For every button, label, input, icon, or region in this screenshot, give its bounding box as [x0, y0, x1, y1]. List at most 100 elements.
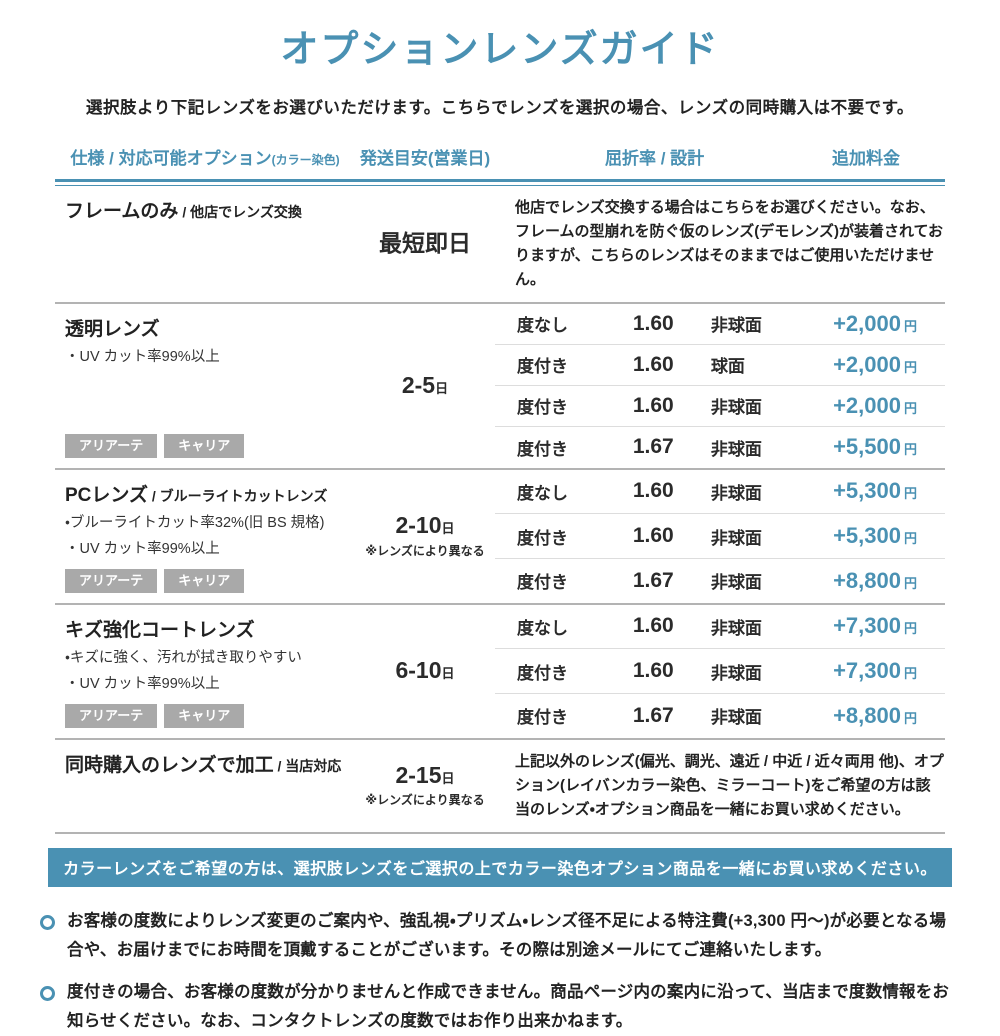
color-option-badge: アリアーテ — [65, 434, 158, 458]
header-spec-label: 仕様 / 対応可能オプション — [70, 148, 272, 168]
option-row: 度付き 1.60 非球面 +2,000 円 — [495, 386, 945, 427]
footnote-item: 度付きの場合、お客様の度数が分かりませんと作成できません。商品ページ内の案内に沿… — [40, 978, 960, 1036]
header-refraction: 屈折率 / 設計 — [605, 148, 705, 168]
color-option-badge: キャリア — [164, 704, 245, 728]
page-subtitle: 選択肢より下記レンズをお選びいただけます。こちらでレンズを選択の場合、レンズの同… — [86, 98, 914, 117]
color-option-badge: キャリア — [164, 434, 245, 458]
shipping-days-unit: 日 — [441, 666, 455, 682]
option-row: 度付き 1.67 非球面 +8,800 円 — [495, 559, 945, 603]
table-row: 同時購入のレンズで加工 / 当店対応 2-15日 ※レンズにより異なる 上記以外のレン… — [55, 740, 945, 834]
option-refraction-index: 1.60 — [632, 614, 674, 638]
shipping-days-value: 2-15 — [395, 762, 442, 788]
option-prescription-type: 度付き — [517, 708, 568, 728]
lens-name: キズ強化コートレンズ — [65, 619, 355, 643]
option-price-value: +2,000 — [833, 351, 901, 377]
option-lens-design: 非球面 — [710, 663, 762, 683]
lens-name-main: フレームのみ — [65, 200, 179, 222]
shipping-days: 2-5日 — [402, 372, 448, 398]
option-refraction-index: 1.60 — [632, 393, 674, 417]
option-row: 度付き 1.67 非球面 +8,800 円 — [495, 694, 945, 738]
option-list: 度なし 1.60 非球面 +5,300 円度付き 1.60 非球面 +5,300 円度付き 1.6… — [495, 470, 945, 603]
header-shipping: 発送目安(営業日) — [359, 148, 491, 168]
option-price-currency: 円 — [903, 710, 917, 726]
lens-feature: ・UV カット率99%以上 — [65, 676, 220, 693]
color-option-badge: アリアーテ — [65, 569, 158, 593]
spec-cell: PCレンズ / ブルーライトカットレンズ ・ブルーライトカット率32%(旧 BS … — [55, 470, 355, 603]
shipping-cell: 6-10日 — [355, 605, 495, 738]
shipping-note: ※レンズにより異なる — [365, 793, 485, 808]
option-row: 度付き 1.60 非球面 +7,300 円 — [495, 649, 945, 694]
option-price-value: +5,500 — [833, 434, 901, 460]
option-price: +8,800 円 — [833, 703, 945, 729]
color-option-badges: アリアーテ キャリア — [65, 559, 355, 593]
option-list: 度なし 1.60 非球面 +2,000 円度付き 1.60 球面 +2,000 円度付き 1.60… — [495, 304, 945, 468]
lens-name-suffix: / ブルーライトカットレンズ — [148, 487, 328, 504]
option-refraction-index: 1.67 — [632, 568, 674, 592]
option-prescription-type: 度付き — [517, 439, 568, 459]
option-lens-design: 非球面 — [710, 483, 762, 503]
shipping-days-unit: 日 — [441, 771, 455, 786]
shipping-days-unit: 日 — [441, 521, 455, 537]
option-refraction-index: 1.67 — [632, 435, 674, 459]
lens-name-main: PCレンズ — [65, 484, 149, 506]
option-price-currency: 円 — [903, 621, 917, 637]
lens-name-main: 同時購入のレンズで加工 — [65, 754, 274, 776]
table-row: PCレンズ / ブルーライトカットレンズ ・ブルーライトカット率32%(旧 BS … — [55, 470, 945, 605]
header-spec: 仕様 / 対応可能オプション(カラー染色) — [55, 144, 355, 169]
option-refraction-index: 1.60 — [632, 659, 674, 683]
option-refraction-index: 1.60 — [632, 311, 674, 335]
lens-name-suffix: / 他店でレンズ交換 — [178, 203, 302, 220]
option-price-value: +7,300 — [833, 658, 901, 684]
color-lens-banner: カラーレンズをご希望の方は、選択肢レンズをご選択の上でカラー染色オプション商品を… — [48, 847, 952, 887]
option-lens-design: 非球面 — [710, 439, 762, 459]
option-row: 度なし 1.60 非球面 +5,300 円 — [495, 470, 945, 515]
row-note: 他店でレンズ交換する場合はこちらをお選びください。なお、フレームの型崩れを防ぐ仮… — [515, 198, 944, 288]
table-row: 透明レンズ ・UV カット率99%以上 アリアーテ キャリア 2-5日 度なし 1.60 非球… — [55, 304, 945, 470]
option-price-currency: 円 — [903, 575, 917, 591]
spec-cell: フレームのみ / 他店でレンズ交換 — [55, 186, 355, 302]
option-prescription-type: 度付き — [517, 357, 568, 377]
option-price-value: +2,000 — [833, 310, 901, 336]
option-lens-design: 非球面 — [710, 316, 762, 336]
option-price-currency: 円 — [903, 359, 917, 375]
header-right-group: 屈折率 / 設計 追加料金 — [495, 144, 945, 169]
circle-bullet-icon — [40, 914, 55, 930]
option-refraction-index: 1.60 — [632, 524, 674, 548]
option-row: 度付き 1.67 非球面 +5,500 円 — [495, 427, 945, 468]
option-row: 度なし 1.60 非球面 +7,300 円 — [495, 605, 945, 650]
lens-name-main: キズ強化コートレンズ — [65, 619, 255, 641]
spec-cell: 同時購入のレンズで加工 / 当店対応 — [55, 740, 355, 832]
footnote-item: お客様の度数によりレンズ変更のご案内や、強乱視・プリズム・レンズ径不足による特注… — [40, 907, 960, 965]
table-body: フレームのみ / 他店でレンズ交換 最短即日 他店でレンズ交換する場合はこちらをお選… — [55, 186, 945, 834]
option-price-value: +8,800 — [833, 567, 901, 593]
shipping-days-value: 6-10 — [395, 657, 442, 684]
option-lens-design: 球面 — [710, 357, 745, 377]
option-refraction-index: 1.60 — [632, 479, 674, 503]
option-lens-design: 非球面 — [710, 528, 762, 548]
row-note: 上記以外のレンズ(偏光、調光、遠近 / 中近 / 近々両用 他)、オプション(レ… — [515, 752, 944, 818]
option-price-currency: 円 — [903, 400, 917, 416]
spec-cell: 透明レンズ ・UV カット率99%以上 アリアーテ キャリア — [55, 304, 355, 468]
option-refraction-index: 1.67 — [632, 703, 674, 727]
option-prescription-type: 度なし — [517, 618, 568, 638]
lens-feature: ・キズに強く、汚れが拭き取りやすい — [65, 650, 302, 667]
spec-cell: キズ強化コートレンズ・キズに強く、汚れが拭き取りやすい ・UV カット率99%以上… — [55, 605, 355, 738]
option-price: +5,300 円 — [833, 523, 945, 549]
color-option-badges: アリアーテ キャリア — [65, 424, 355, 458]
lens-name: PCレンズ / ブルーライトカットレンズ — [65, 484, 355, 508]
shipping-note: ※レンズにより異なる — [365, 543, 485, 558]
lens-name-main: 透明レンズ — [65, 318, 160, 340]
shipping-days: 2-15日 — [395, 762, 455, 788]
footnotes: お客様の度数によりレンズ変更のご案内や、強乱視・プリズム・レンズ径不足による特注… — [40, 907, 960, 1036]
option-price: +5,300 円 — [833, 478, 945, 504]
option-row: 度付き 1.60 非球面 +5,300 円 — [495, 514, 945, 559]
footnote-text: 度付きの場合、お客様の度数が分かりませんと作成できません。商品ページ内の案内に沿… — [67, 983, 950, 1031]
color-option-badge: アリアーテ — [65, 704, 158, 728]
option-price: +2,000 円 — [833, 352, 945, 378]
option-price-currency: 円 — [903, 442, 917, 458]
option-lens-design: 非球面 — [710, 708, 762, 728]
option-price-currency: 円 — [903, 666, 917, 682]
header-spec-note: (カラー染色) — [271, 152, 340, 167]
option-price-value: +5,300 — [833, 478, 901, 504]
footnote-text: お客様の度数によりレンズ変更のご案内や、強乱視・プリズム・レンズ径不足による特注… — [67, 911, 947, 959]
